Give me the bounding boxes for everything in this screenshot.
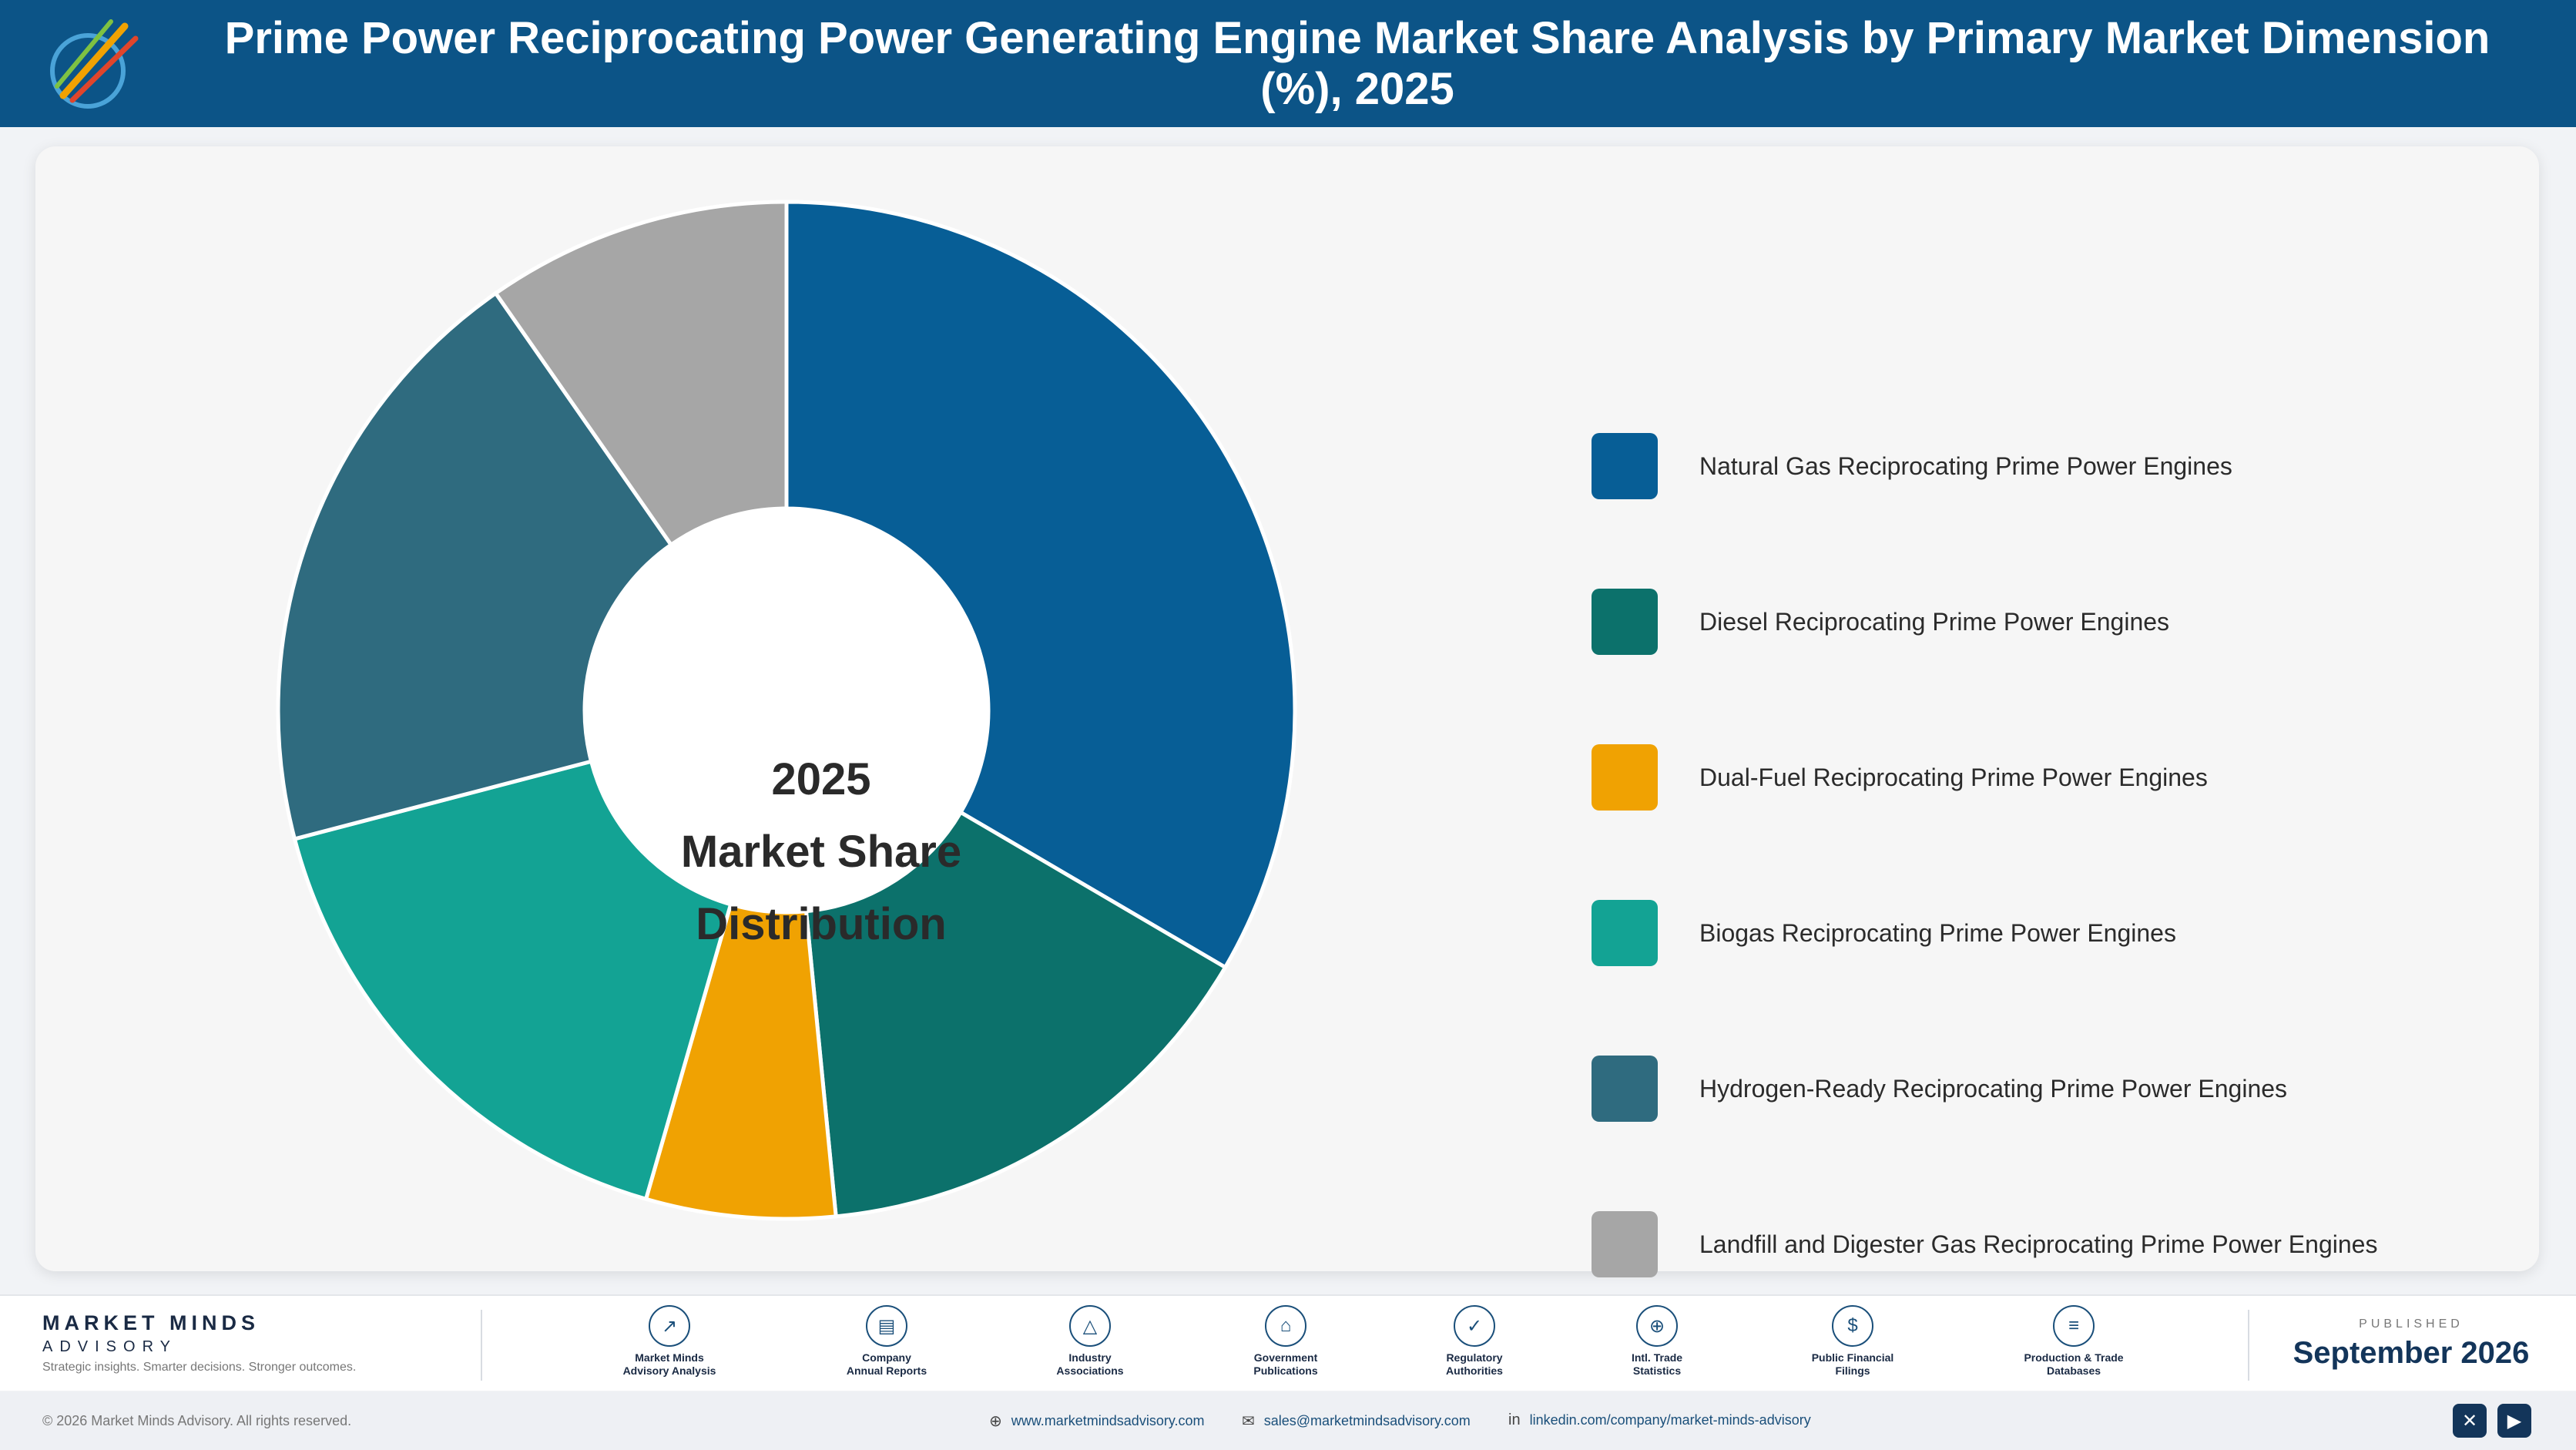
source-label-line-1: Industry <box>1068 1351 1112 1364</box>
brand-sub: ADVISORY <box>42 1338 177 1355</box>
copyright-text: © 2026 Market Minds Advisory. All rights… <box>42 1413 352 1428</box>
source-item: ▤ Company Annual Reports <box>810 1305 964 1378</box>
legend-label: Diesel Reciprocating Prime Power Engines <box>1699 607 2170 636</box>
database-icon: ≡ <box>2053 1305 2095 1347</box>
source-item: ↗ Market Minds Advisory Analysis <box>592 1305 746 1378</box>
source-label-line-2: Authorities <box>1446 1364 1503 1377</box>
linkedin-icon: in <box>1508 1411 1521 1428</box>
source-label-line-1: Production & Trade <box>2024 1351 2124 1364</box>
source-label-line-2: Publications <box>1253 1364 1318 1377</box>
brand-name: MARKET MINDS <box>42 1311 260 1334</box>
source-label-line-1: Intl. Trade <box>1631 1351 1683 1364</box>
source-label: Government Publications <box>1209 1351 1363 1378</box>
legend-label: Landfill and Digester Gas Reciprocating … <box>1699 1230 2378 1258</box>
website-text: www.marketmindsadvisory.com <box>1011 1413 1205 1428</box>
x-icon[interactable]: ✕ <box>2453 1404 2487 1438</box>
source-label: Market Minds Advisory Analysis <box>592 1351 746 1378</box>
center-label-year: 2025 <box>771 754 871 804</box>
legend-label: Dual-Fuel Reciprocating Prime Power Engi… <box>1699 763 2208 791</box>
source-label-line-1: Market Minds <box>635 1351 704 1364</box>
source-item: ≡ Production & Trade Databases <box>1997 1305 2151 1378</box>
legend-label: Natural Gas Reciprocating Prime Power En… <box>1699 451 2232 480</box>
source-item: $ Public Financial Filings <box>1776 1305 1930 1378</box>
source-label-line-2: Advisory Analysis <box>622 1364 716 1377</box>
source-label-line-2: Statistics <box>1632 1364 1682 1377</box>
source-item: ✓ Regulatory Authorities <box>1397 1305 1551 1378</box>
header-bar: Prime Power Reciprocating Power Generati… <box>0 0 2576 127</box>
source-label-line-2: Annual Reports <box>846 1364 927 1377</box>
source-label-line-1: Government <box>1253 1351 1318 1364</box>
legend-item-hydrogen-ready: Hydrogen-Ready Reciprocating Prime Power… <box>1592 1056 2287 1122</box>
source-item: ⊕ Intl. Trade Statistics <box>1580 1305 1734 1378</box>
legend-swatch <box>1592 589 1658 655</box>
source-label: Industry Associations <box>1013 1351 1167 1378</box>
youtube-icon[interactable]: ▶ <box>2497 1404 2531 1438</box>
legend-swatch <box>1592 433 1658 499</box>
shield-icon: ✓ <box>1454 1305 1495 1347</box>
center-label-line-2: Market Share <box>680 827 962 877</box>
divider <box>481 1310 482 1381</box>
source-item: ⌂ Government Publications <box>1209 1305 1363 1378</box>
source-label: Public Financial Filings <box>1776 1351 1930 1378</box>
legend-swatch <box>1592 1211 1658 1277</box>
globe-icon: ⊕ <box>1636 1305 1678 1347</box>
footer: MARKET MINDS ADVISORY Strategic insights… <box>0 1294 2576 1391</box>
divider <box>2248 1310 2249 1381</box>
document-icon: ▤ <box>866 1305 907 1347</box>
brand-tagline: Strategic insights. Smarter decisions. S… <box>42 1361 357 1374</box>
published-date: September 2026 <box>2293 1336 2530 1370</box>
source-label-line-2: Filings <box>1835 1364 1870 1377</box>
chart-card: 2025 Market Share Distribution Natural G… <box>35 146 2539 1277</box>
legend-swatch <box>1592 744 1658 811</box>
linkedin-link[interactable]: in linkedin.com/company/market-minds-adv… <box>1508 1411 1811 1429</box>
page-title: Prime Power Reciprocating Power Generati… <box>224 12 2490 114</box>
source-label: Regulatory Authorities <box>1397 1351 1551 1378</box>
government-building-icon: ⌂ <box>1265 1305 1306 1347</box>
logo-icon <box>50 19 139 109</box>
legend-label: Biogas Reciprocating Prime Power Engines <box>1699 918 2176 947</box>
published-block: PUBLISHED September 2026 <box>2280 1317 2542 1371</box>
center-label-line-3: Distribution <box>696 899 947 949</box>
donut-chart <box>276 200 1297 1221</box>
globe-icon: ⊕ <box>989 1413 1002 1430</box>
footer-brand: MARKET MINDS ADVISORY Strategic insights… <box>42 1311 356 1374</box>
network-icon: △ <box>1069 1305 1111 1347</box>
legend-label: Hydrogen-Ready Reciprocating Prime Power… <box>1699 1074 2288 1103</box>
source-label-line-2: Databases <box>2046 1364 2101 1377</box>
donut-center-label: 2025 Market Share Distribution <box>625 743 1018 961</box>
source-label-line-2: Associations <box>1056 1364 1124 1377</box>
legend-item-diesel: Diesel Reciprocating Prime Power Engines <box>1592 589 2169 655</box>
source-item: △ Industry Associations <box>1013 1305 1167 1378</box>
legend-item-landfill: Landfill and Digester Gas Reciprocating … <box>1592 1211 2377 1277</box>
published-caption: PUBLISHED <box>2359 1317 2464 1331</box>
legend-item-natural-gas: Natural Gas Reciprocating Prime Power En… <box>1592 433 2232 499</box>
legend-swatch <box>1592 900 1658 966</box>
legend-item-dual-fuel: Dual-Fuel Reciprocating Prime Power Engi… <box>1592 744 2208 811</box>
legend-swatch <box>1592 1056 1658 1122</box>
donut-hole <box>585 509 988 912</box>
source-label-line-1: Regulatory <box>1446 1351 1503 1364</box>
dollar-icon: $ <box>1832 1305 1873 1347</box>
email-link[interactable]: ✉ sales@marketmindsadvisory.com <box>1242 1411 1471 1431</box>
website-link[interactable]: ⊕ www.marketmindsadvisory.com <box>989 1411 1205 1431</box>
mail-icon: ✉ <box>1242 1413 1255 1430</box>
source-label: Intl. Trade Statistics <box>1580 1351 1734 1378</box>
linkedin-text: linkedin.com/company/market-minds-adviso… <box>1529 1412 1811 1428</box>
source-label: Production & Trade Databases <box>1997 1351 2151 1378</box>
email-text: sales@marketmindsadvisory.com <box>1263 1413 1471 1428</box>
bottom-bar: © 2026 Market Minds Advisory. All rights… <box>0 1391 2576 1450</box>
source-label-line-1: Company <box>862 1351 911 1364</box>
legend-item-biogas: Biogas Reciprocating Prime Power Engines <box>1592 900 2176 966</box>
source-label: Company Annual Reports <box>810 1351 964 1378</box>
source-label-line-1: Public Financial <box>1811 1351 1894 1364</box>
trend-chart-icon: ↗ <box>649 1305 690 1347</box>
